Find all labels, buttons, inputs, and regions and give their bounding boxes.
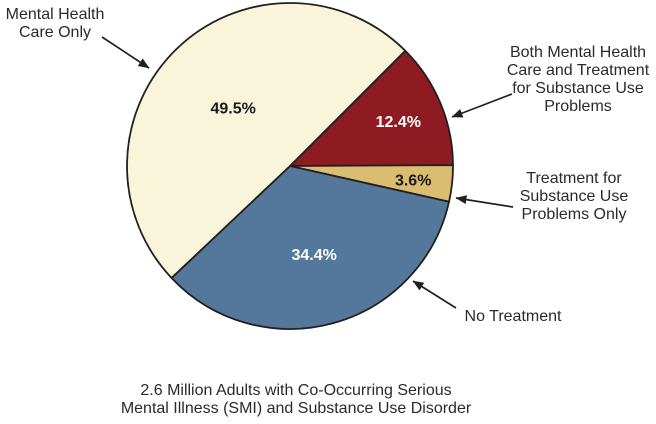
label-mental-health-care-only: Mental Health Care Only: [0, 6, 110, 42]
caption-line: Mental Illness (SMI) and Substance Use D…: [120, 400, 472, 417]
label-line: Mental Health: [5, 6, 105, 23]
label-line: Treatment for: [526, 170, 622, 187]
caption-line: 2.6 Million Adults with Co-Occurring Ser…: [140, 382, 452, 399]
pie-slice-mental-health-only: [126, 2, 407, 279]
pie-label-no-treatment: 34.4%: [292, 247, 337, 264]
label-line: for Substance Use: [512, 80, 644, 97]
arrow-mental-health-care-only: [101, 36, 150, 69]
pie-slice-both-mental-health-and-substance: [289, 49, 454, 167]
label-no-treatment: No Treatment: [452, 308, 574, 326]
pie-percentage-labels: 12.4% 3.6% 34.4% 49.5%: [211, 101, 432, 264]
label-line: Problems Only: [521, 206, 627, 223]
pie-slice-no-treatment: [170, 165, 450, 330]
arrow-substance-use-only: [455, 195, 514, 208]
pie-label-mental-health-only: 49.5%: [211, 101, 256, 118]
pie-label-both-mental-health-and-substance: 12.4%: [376, 114, 421, 131]
pie-slices: [126, 2, 454, 330]
label-line: No Treatment: [464, 308, 562, 325]
label-substance-use-only: Treatment for Substance Use Problems Onl…: [503, 170, 645, 224]
arrow-both-mental-health-and-substance: [451, 93, 513, 118]
callout-arrows: [101, 36, 514, 309]
label-line: Problems: [544, 98, 612, 115]
pie-label-substance-use-only: 3.6%: [395, 172, 431, 189]
label-line: Substance Use: [519, 188, 629, 205]
label-both-mental-health-and-substance: Both Mental Health Care and Treatment fo…: [498, 44, 656, 116]
chart-caption: 2.6 Million Adults with Co-Occurring Ser…: [83, 382, 509, 418]
label-line: Both Mental Health: [509, 44, 647, 61]
label-line: Care and Treatment: [506, 62, 650, 79]
arrow-no-treatment: [412, 280, 457, 309]
label-line: Care Only: [18, 24, 92, 41]
